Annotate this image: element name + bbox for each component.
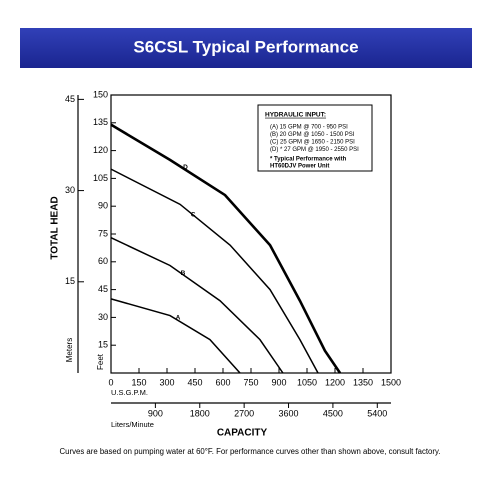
curve: [110, 237, 284, 374]
x-tick-label: 450: [187, 377, 202, 387]
curve: [110, 298, 241, 374]
x2-tick-label: 1800: [190, 408, 210, 418]
annotation-line: (C) 25 GPM @ 1650 - 2150 PSI: [270, 140, 355, 146]
y-tick-label: 60: [98, 256, 108, 266]
curve: [110, 168, 319, 374]
x-tick-label: 150: [131, 377, 146, 387]
curve: [110, 123, 342, 374]
y-tick-label: 120: [93, 145, 108, 155]
footnote: Curves are based on pumping water at 60°…: [60, 447, 441, 456]
x2-tick-label: 5400: [367, 408, 387, 418]
annotation-heading: HYDRAULIC INPUT:: [265, 112, 326, 119]
x-axis-title: CAPACITY: [217, 428, 268, 439]
y2-tick-label: 15: [65, 276, 75, 286]
x-tick-label: 1050: [297, 377, 317, 387]
x-tick-label: 0: [108, 377, 113, 387]
y2-tick-label: 45: [65, 94, 75, 104]
x-tick-label: 900: [271, 377, 286, 387]
y-tick-label: 15: [98, 340, 108, 350]
y2-tick-label: 30: [65, 185, 75, 195]
curve-label: C: [191, 211, 196, 218]
y-tick-label: 90: [98, 201, 108, 211]
x2-tick-label: 2700: [234, 408, 254, 418]
y-tick-label: 30: [98, 312, 108, 322]
title-banner: [20, 28, 472, 68]
y-tick-label: 105: [93, 173, 108, 183]
annotation-note: HT60DJV Power Unit: [270, 164, 329, 170]
y-tick-label: 150: [93, 89, 108, 99]
x2-axis-title: Liters/Minute: [111, 420, 154, 429]
y-tick-label: 135: [93, 117, 108, 127]
x2-tick-label: 900: [148, 408, 163, 418]
y2-axis-title: Meters: [65, 338, 74, 362]
x-tick-label: 750: [243, 377, 258, 387]
annotation-line: (B) 20 GPM @ 1050 - 1500 PSI: [270, 132, 355, 138]
x-units-label: U.S.G.P.M.: [111, 388, 148, 397]
x-tick-label: 300: [159, 377, 174, 387]
annotation-line: (D) * 27 GPM @ 1950 - 2550 PSI: [270, 147, 359, 153]
y-tick-label: 75: [98, 228, 108, 238]
y-units-label: Feet: [96, 353, 105, 370]
x2-tick-label: 4500: [323, 408, 343, 418]
x-tick-label: 600: [215, 377, 230, 387]
annotation-line: (A) 15 GPM @ 700 - 950 PSI: [270, 125, 348, 131]
y-tick-label: 45: [98, 284, 108, 294]
curve-label: B: [181, 270, 186, 277]
x-tick-label: 1350: [353, 377, 373, 387]
curve-label: D: [183, 164, 188, 171]
curve-label: A: [176, 314, 181, 321]
annotation-note: * Typical Performance with: [270, 157, 347, 163]
x2-tick-label: 3600: [279, 408, 299, 418]
annotation-box: [257, 104, 373, 172]
x-tick-label: 1500: [381, 377, 401, 387]
y-axis-title: TOTAL HEAD: [50, 196, 61, 259]
x-tick-label: 1200: [325, 377, 345, 387]
chart-title: S6CSL Typical Performance: [133, 37, 358, 56]
